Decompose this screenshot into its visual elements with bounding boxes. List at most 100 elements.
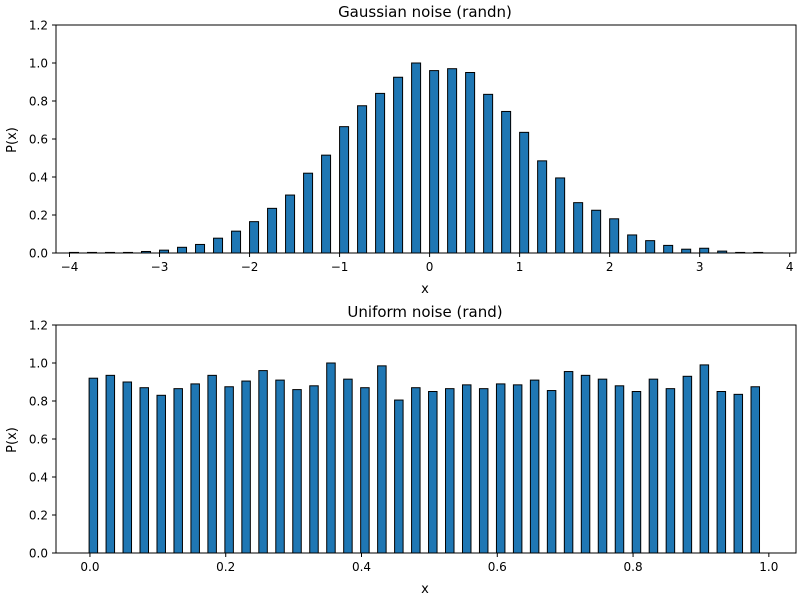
chart-title: Gaussian noise (randn) (338, 3, 512, 21)
histogram-bar (195, 243, 206, 254)
histogram-bar (580, 374, 591, 554)
histogram-bar (648, 378, 659, 554)
histogram-bar (249, 221, 260, 254)
y-tick-label: 0.4 (29, 471, 48, 485)
histogram-bar (750, 386, 761, 554)
x-axis-label: x (421, 282, 429, 297)
histogram-bar (555, 177, 566, 254)
histogram-bar (699, 247, 710, 254)
x-ticks-group: 0.0 0.2 0.4 0.6 0.8 1.0 (80, 553, 778, 574)
histogram-bar (360, 387, 370, 554)
histogram-bar (512, 384, 523, 554)
histogram-bar (627, 234, 638, 254)
y-tick-label: 0.4 (29, 171, 48, 185)
x-tick-label: −2 (241, 260, 259, 274)
histogram-bar (645, 240, 656, 254)
histogram-bar (241, 380, 251, 554)
histogram-bar (609, 218, 620, 254)
histogram-bar (537, 160, 548, 254)
gaussian-histogram-chart: Gaussian noise (randn) x P(x) 0.0 0.2 0.4 0… (5, 3, 797, 297)
y-axis-label: P(x) (5, 127, 20, 153)
histogram-bar (716, 391, 727, 554)
histogram-bar (699, 364, 710, 554)
histogram-bar (267, 207, 278, 254)
x-tick-label: 4 (786, 260, 794, 274)
y-axis-label: P(x) (5, 427, 20, 453)
y-tick-label: 1.2 (29, 19, 48, 33)
histogram-bar (357, 105, 368, 254)
histogram-bar (105, 374, 116, 554)
histogram-bar (663, 244, 674, 254)
y-tick-label: 0.0 (29, 547, 48, 561)
histogram-bar (258, 370, 268, 554)
histogram-bar (231, 230, 242, 254)
y-tick-label: 0.6 (29, 433, 48, 447)
y-tick-label: 0.2 (29, 209, 48, 223)
histogram-bar (447, 68, 458, 254)
histogram-bar (465, 72, 476, 254)
histogram-bar (339, 126, 350, 254)
histogram-bar (665, 388, 676, 554)
x-axis-label: x (421, 582, 429, 597)
chart-title: Uniform noise (rand) (347, 303, 502, 321)
histogram-bar (292, 389, 302, 554)
x-tick-label: 3 (696, 260, 704, 274)
histogram-bar (461, 384, 472, 554)
histogram-bar (529, 379, 540, 554)
histogram-bar (207, 374, 217, 554)
histogram-bar (122, 381, 133, 554)
x-tick-label: 0.0 (80, 560, 99, 574)
histogram-bar (591, 209, 602, 254)
histogram-bar (733, 393, 744, 554)
histogram-bar (631, 391, 642, 554)
histogram-bar (173, 388, 183, 554)
histogram-bar (614, 385, 625, 554)
histogram-bar (88, 377, 99, 554)
histogram-bar (326, 362, 336, 554)
uniform-histogram-chart: Uniform noise (rand) x P(x) 0.0 0.2 0.4 0.6… (5, 303, 797, 597)
y-tick-label: 0.6 (29, 133, 48, 147)
x-tick-label: 1.0 (759, 560, 778, 574)
histogram-bar (519, 131, 530, 254)
x-tick-label: 1 (516, 260, 524, 274)
y-tick-label: 1.0 (29, 357, 48, 371)
y-tick-label: 0.8 (29, 395, 48, 409)
histogram-bar (224, 386, 234, 554)
y-tick-label: 0.0 (29, 247, 48, 261)
histogram-bar (445, 388, 455, 554)
histogram-bar (177, 246, 188, 254)
histogram-bar (681, 248, 692, 254)
histogram-bar (429, 70, 440, 254)
x-tick-label: −3 (151, 260, 169, 274)
x-tick-label: 0.8 (624, 560, 643, 574)
histogram-bar (501, 110, 512, 254)
histogram-bar (394, 399, 404, 554)
histogram-bar (495, 383, 506, 554)
histogram-bar (377, 365, 387, 554)
histogram-bar (190, 383, 200, 554)
histogram-bar (483, 93, 494, 254)
x-tick-label: 0.6 (488, 560, 507, 574)
histogram-bar (275, 379, 285, 554)
histogram-bar (411, 62, 422, 254)
histogram-bar (546, 390, 557, 554)
bars-group (69, 62, 764, 254)
x-tick-label: 0 (426, 260, 434, 274)
histogram-bar (309, 385, 319, 554)
histogram-bar (563, 371, 574, 554)
y-tick-label: 1.2 (29, 319, 48, 333)
plot-frame (55, 24, 797, 254)
histogram-bar (682, 375, 693, 554)
x-tick-label: 0.4 (352, 560, 371, 574)
plot-frame (55, 324, 797, 554)
x-ticks-group: −4 −3 −2 −1 0 1 2 3 4 (61, 253, 794, 274)
histogram-bar (213, 237, 224, 254)
histogram-bar (285, 194, 296, 254)
x-tick-label: 2 (606, 260, 614, 274)
x-tick-label: −1 (331, 260, 349, 274)
y-tick-label: 1.0 (29, 57, 48, 71)
histogram-bar (393, 76, 404, 254)
histogram-bar (375, 92, 386, 254)
y-ticks-group: 0.0 0.2 0.4 0.6 0.8 1.0 1.2 (29, 19, 56, 261)
